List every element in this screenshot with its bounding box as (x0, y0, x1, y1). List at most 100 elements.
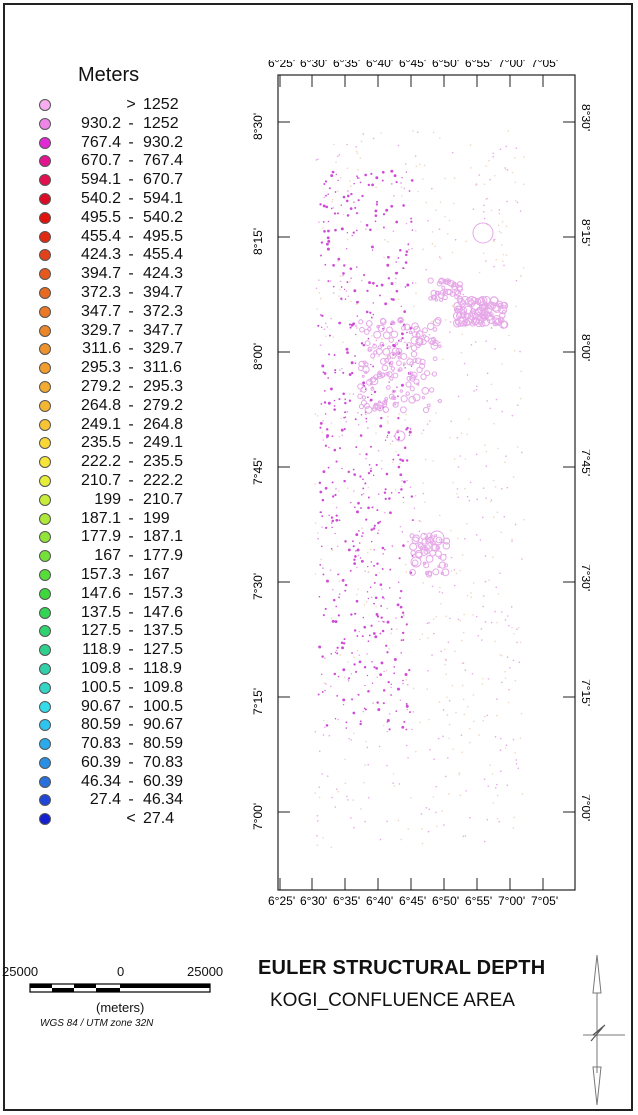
solution-point (398, 338, 403, 343)
solution-point (401, 631, 405, 635)
solution-point (355, 333, 357, 336)
solution-point (374, 214, 378, 217)
solution-point (365, 457, 367, 460)
solution-point (359, 181, 362, 184)
solution-point (403, 480, 406, 484)
solution-point (405, 163, 407, 165)
solution-point (370, 245, 374, 249)
solution-point (490, 499, 493, 501)
solution-point (335, 488, 337, 490)
lon-label-bottom: 6°30' (300, 894, 327, 908)
solution-point (350, 817, 352, 819)
solution-point (461, 751, 464, 753)
solution-point (346, 281, 349, 284)
solution-point (402, 496, 405, 499)
solution-point (411, 519, 414, 522)
solution-point (386, 434, 389, 437)
solution-point (514, 156, 516, 159)
solution-point (319, 563, 322, 566)
solution-point (382, 226, 385, 229)
legend-from-value: 372.3 (80, 283, 121, 301)
solution-point (475, 534, 478, 536)
solution-point (456, 488, 459, 490)
solution-point (324, 689, 326, 692)
solution-point (458, 772, 461, 774)
solution-point (485, 450, 488, 453)
solution-point (372, 313, 375, 316)
solution-point (314, 483, 316, 485)
solution-point (319, 203, 322, 206)
solution-point (508, 624, 510, 627)
solution-point (324, 413, 327, 415)
solution-point (468, 499, 471, 502)
legend-from-value: 147.6 (80, 584, 121, 602)
solution-point (470, 297, 478, 305)
solution-point (395, 181, 398, 184)
solution-point (380, 588, 383, 590)
lon-label-top: 6°45' (399, 60, 426, 70)
solution-point (391, 356, 394, 358)
solution-point (455, 711, 457, 714)
solution-point (326, 437, 328, 439)
legend-separator: - (128, 340, 134, 358)
solution-point (431, 320, 433, 323)
solution-point (338, 295, 340, 297)
solution-point (323, 372, 327, 375)
solution-point (318, 750, 321, 753)
solution-point (358, 177, 361, 179)
solution-point (364, 413, 367, 416)
solution-point (502, 260, 504, 263)
solution-point (390, 694, 392, 696)
solution-point (453, 318, 462, 328)
solution-point (323, 328, 326, 331)
solution-point (384, 302, 388, 306)
solution-point (506, 169, 509, 171)
legend-swatch (39, 99, 51, 111)
solution-point (445, 775, 447, 778)
solution-point (344, 401, 347, 405)
legend-separator: - (128, 509, 134, 527)
solution-point (455, 305, 463, 313)
solution-point (352, 322, 356, 326)
solution-point (452, 281, 457, 286)
solution-point (482, 605, 485, 608)
solution-point (485, 465, 488, 467)
solution-point (343, 638, 346, 641)
solution-point (402, 683, 404, 685)
solution-point (336, 646, 339, 649)
solution-point (328, 446, 330, 448)
solution-point (433, 632, 435, 635)
scale-bar-graphic (29, 983, 211, 993)
solution-point (400, 383, 404, 387)
solution-point (369, 400, 371, 402)
solution-point (499, 749, 502, 751)
solution-point (414, 357, 422, 364)
solution-point (406, 283, 410, 287)
solution-point (399, 248, 402, 252)
solution-point (360, 140, 363, 143)
legend-from-value: 347.7 (80, 302, 121, 320)
solution-point (460, 432, 463, 434)
solution-point (402, 639, 405, 641)
solution-point (490, 209, 493, 212)
solution-point (388, 713, 391, 715)
solution-point (330, 653, 333, 655)
solution-point (359, 720, 362, 723)
solution-point (494, 640, 496, 643)
solution-point (355, 550, 357, 552)
solution-point (367, 471, 371, 475)
solution-point (390, 628, 393, 630)
solution-point (462, 631, 465, 634)
solution-point (521, 451, 523, 454)
solution-point (420, 813, 423, 815)
solution-point (419, 721, 421, 724)
solution-point (475, 615, 478, 618)
solution-point (465, 790, 467, 792)
legend-to-value: 27.4 (143, 810, 175, 828)
solution-point (413, 507, 416, 510)
solution-point (388, 728, 391, 731)
solution-point (427, 669, 429, 672)
solution-point (464, 458, 467, 460)
solution-point (368, 281, 372, 285)
solution-point (496, 783, 498, 786)
